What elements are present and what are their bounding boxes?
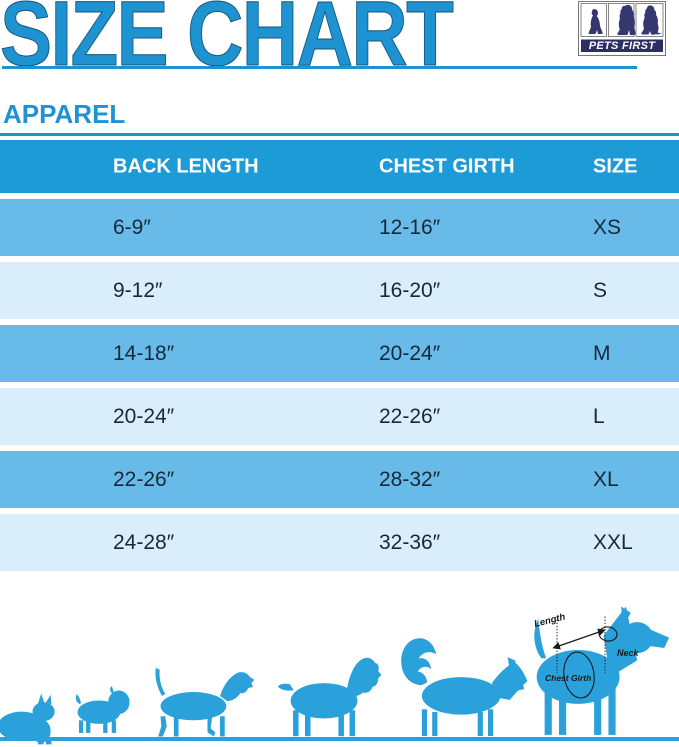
svg-text:Chest Girth: Chest Girth xyxy=(545,673,591,683)
svg-text:Neck: Neck xyxy=(617,648,640,658)
svg-text:Length: Length xyxy=(533,612,567,630)
svg-text:PETS FIRST: PETS FIRST xyxy=(589,40,657,52)
